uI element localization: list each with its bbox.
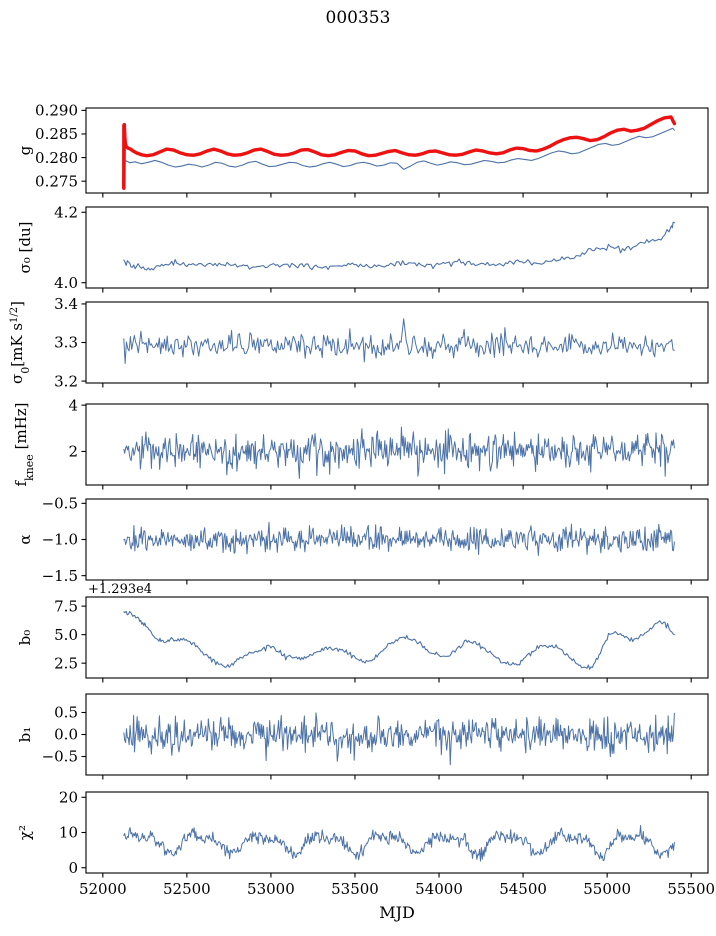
series-b0 xyxy=(123,610,675,670)
y-tick-label: 0.290 xyxy=(35,102,78,120)
y-tick-label: 7.5 xyxy=(54,597,78,615)
y-axis-label: b₀ xyxy=(16,630,34,646)
panel-7-b1: −0.5 0.0 0.5 b₁ xyxy=(16,693,709,780)
series-g-blue-model xyxy=(123,127,675,170)
axes-frame xyxy=(85,403,709,486)
x-tick-label: 53000 xyxy=(247,880,295,898)
y-axis-label: σ₀ [du] xyxy=(16,222,34,274)
y-tick-label: 4.0 xyxy=(54,274,78,292)
y-tick-label: 3.3 xyxy=(54,334,78,352)
y-axis-label: g xyxy=(16,145,34,155)
panel-2-sigma0-du: 4.0 4.2 σ₀ [du] xyxy=(16,203,709,293)
panel-8-chi2: 0 10 20 52000 52500 53000 53500 54000 54500 55000… xyxy=(16,788,715,898)
series-f-knee xyxy=(123,426,675,479)
series-b1 xyxy=(123,712,675,766)
x-tick-label: 52000 xyxy=(79,880,127,898)
axes-frame xyxy=(85,791,709,874)
y-tick-label: −0.5 xyxy=(42,748,78,766)
y-tick-label: 2 xyxy=(68,443,78,461)
x-axis-label: MJD xyxy=(379,903,415,922)
panel-5-alpha: −1.5 −1.0 −0.5 α xyxy=(16,495,709,585)
y-axis-label: σ0[mK s1/2] xyxy=(8,301,32,384)
y-axis-label: χ² xyxy=(16,825,34,840)
x-tick-label: 54500 xyxy=(499,880,547,898)
x-tick-label: 52500 xyxy=(163,880,211,898)
figure-title: 000353 xyxy=(325,8,391,28)
series-alpha xyxy=(123,521,675,557)
axes-frame xyxy=(85,301,709,384)
y-tick-label: 0.285 xyxy=(35,125,78,143)
y-axis-label: α xyxy=(16,534,34,544)
y-tick-label: −1.5 xyxy=(42,567,78,585)
panel-6-b0: 2.5 5.0 7.5 b₀ +1.293e4 xyxy=(16,582,709,683)
y-tick-label: 10 xyxy=(59,824,78,842)
y-axis-label: b₁ xyxy=(16,727,34,743)
y-tick-label: 0 xyxy=(68,859,78,877)
axis-offset-label: +1.293e4 xyxy=(88,582,152,597)
x-tick-label: 54000 xyxy=(415,880,463,898)
axes-frame xyxy=(85,596,709,679)
axes-frame xyxy=(85,107,709,194)
y-tick-label: 20 xyxy=(59,788,78,806)
y-tick-label: 5.0 xyxy=(54,626,78,644)
y-tick-label: 3.2 xyxy=(54,372,78,390)
y-tick-label: 0.5 xyxy=(54,704,78,722)
y-tick-label: 0.0 xyxy=(54,726,78,744)
panel-3-sigma0-mks: 3.2 3.3 3.4 σ0[mK s1/2] xyxy=(8,295,709,390)
y-tick-label: 4 xyxy=(68,396,78,414)
y-tick-label: 4.2 xyxy=(54,203,78,221)
y-tick-label: 0.280 xyxy=(35,149,78,167)
y-axis-label: fknee [mHz] xyxy=(12,402,36,486)
y-tick-label: 0.275 xyxy=(35,172,78,190)
panel-1-g-red-band: 0.275 0.280 0.285 0.290 g xyxy=(16,102,709,198)
x-tick-label: 55500 xyxy=(667,880,715,898)
series-sigma0-mks xyxy=(123,318,675,364)
axes-frame xyxy=(85,206,709,289)
panel-4-f-knee: 2 4 fknee [mHz] xyxy=(12,396,709,490)
y-tick-label: −0.5 xyxy=(42,495,78,513)
series-g-red-band xyxy=(122,115,677,190)
y-tick-label: 3.4 xyxy=(54,295,78,313)
series-sigma0-du xyxy=(123,221,675,271)
x-tick-label: 55000 xyxy=(583,880,631,898)
y-tick-label: 2.5 xyxy=(54,654,78,672)
y-tick-label: −1.0 xyxy=(42,531,78,549)
x-tick-label: 53500 xyxy=(331,880,379,898)
series-chi2 xyxy=(123,825,675,862)
